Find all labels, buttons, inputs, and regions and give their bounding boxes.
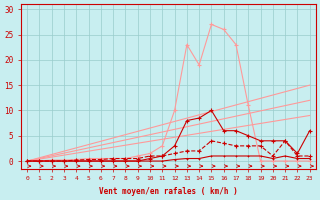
X-axis label: Vent moyen/en rafales ( km/h ): Vent moyen/en rafales ( km/h ) (99, 187, 238, 196)
